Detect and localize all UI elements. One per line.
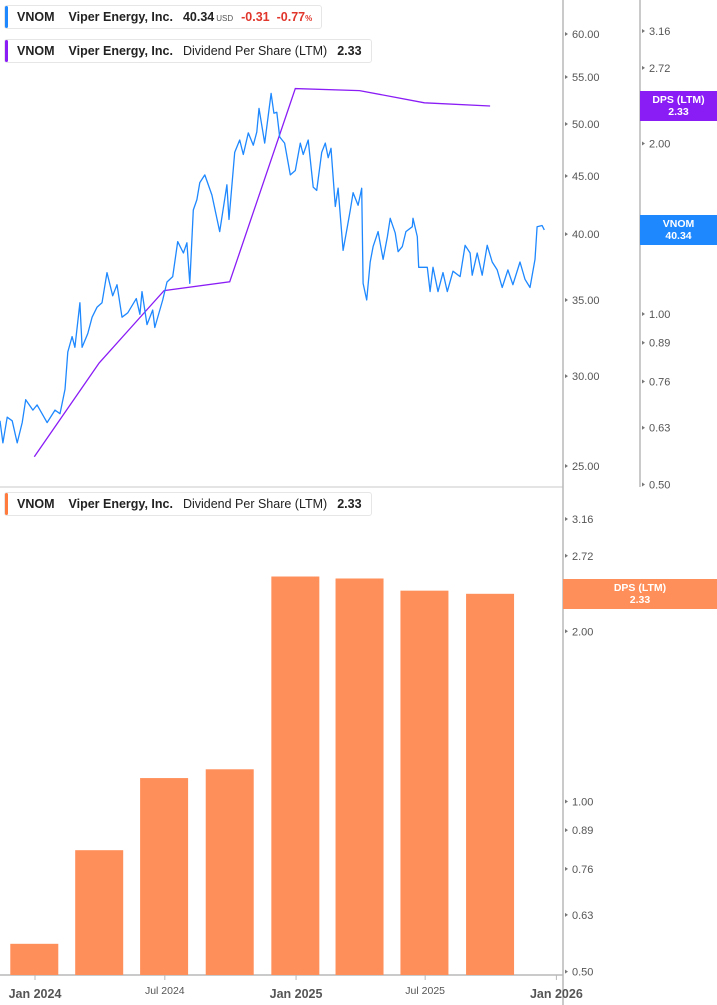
tick-mark <box>565 173 568 178</box>
tick-mark <box>565 969 568 974</box>
tick-mark <box>642 379 645 384</box>
dps-tick-label: 0.63 <box>572 910 593 922</box>
pct-sign: % <box>305 14 313 23</box>
dps-bottom-badge: DPS (LTM) 2.33 <box>563 578 717 609</box>
series-color-swatch <box>5 493 8 515</box>
tick-mark <box>565 121 568 126</box>
legend-symbol: VNOM <box>17 497 55 511</box>
dps-bar <box>271 576 320 975</box>
dps-tick-label: 0.63 <box>649 423 670 435</box>
price-badge: VNOM 40.34 <box>640 214 717 245</box>
dps-tick-label: 0.76 <box>649 377 670 389</box>
dps-tick-label: 1.00 <box>649 309 670 321</box>
dps-tick-label: 0.50 <box>572 967 593 979</box>
tick-mark <box>642 482 645 487</box>
tick-mark <box>642 340 645 345</box>
x-tick-label: Jul 2024 <box>145 985 185 997</box>
legend-value: 2.33 <box>337 497 362 511</box>
legend-change-pct: -0.77% <box>277 10 313 24</box>
tick-mark <box>642 141 645 146</box>
legend-value: 2.33 <box>337 44 362 58</box>
dps-tick-label: 3.16 <box>649 26 670 38</box>
tick-mark <box>565 799 568 804</box>
tick-mark <box>642 425 645 430</box>
tick-mark <box>565 912 568 917</box>
tick-mark <box>565 464 568 469</box>
dps-tick-label: 3.16 <box>572 514 593 526</box>
legend-change: -0.31 <box>241 10 270 24</box>
tick-mark <box>565 297 568 302</box>
dps-bar <box>466 593 515 975</box>
dps-bar <box>75 850 124 975</box>
legend-company: Viper Energy, Inc. <box>68 10 173 24</box>
dps-bar <box>140 778 189 975</box>
tick-mark <box>565 866 568 871</box>
dps-tick-label: 2.00 <box>649 139 670 151</box>
dps-bar <box>10 943 59 975</box>
dps-tick-label: 2.72 <box>649 63 670 75</box>
tick-mark <box>565 232 568 237</box>
change-pct-value: -0.77 <box>276 10 306 24</box>
badge-value: 2.33 <box>668 105 689 118</box>
legend-symbol: VNOM <box>17 44 55 58</box>
dps-tick-label: 0.89 <box>649 338 670 350</box>
dps-line <box>33 87 491 458</box>
badge-label: DPS (LTM) <box>652 93 705 106</box>
price-tick-label: 45.00 <box>572 171 600 183</box>
badge-symbol: VNOM <box>662 217 695 230</box>
legend-metric: Dividend Per Share (LTM) <box>182 44 328 58</box>
tick-mark <box>642 312 645 317</box>
tick-mark <box>565 374 568 379</box>
legend-currency: USD <box>216 14 234 23</box>
x-tick-label: Jul 2025 <box>405 985 445 997</box>
price-line <box>0 92 545 444</box>
dps-tick-label: 0.76 <box>572 864 593 876</box>
badge-value: 40.34 <box>665 229 692 242</box>
price-tick-label: 25.00 <box>572 461 600 473</box>
x-tick-label: Jan 2024 <box>9 987 62 1001</box>
dps-bar <box>335 578 384 975</box>
dps-tick-label: 2.00 <box>572 626 593 638</box>
legend-dps-bottom[interactable]: VNOM Viper Energy, Inc. Dividend Per Sha… <box>4 492 372 516</box>
tick-mark <box>565 828 568 833</box>
tick-mark <box>565 74 568 79</box>
dps-bar <box>400 590 449 975</box>
series-color-swatch <box>5 6 8 28</box>
price-tick-label: 30.00 <box>572 371 600 383</box>
price-tick-label: 50.00 <box>572 119 600 131</box>
dps-tick-label: 0.50 <box>649 480 670 492</box>
legend-company: Viper Energy, Inc. <box>68 497 173 511</box>
price-tick-label: 60.00 <box>572 29 600 41</box>
tick-mark <box>565 553 568 558</box>
dps-bar <box>205 769 254 975</box>
legend-company: Viper Energy, Inc. <box>68 44 173 58</box>
series-color-swatch <box>5 40 8 62</box>
dps-tick-label: 0.89 <box>572 825 593 837</box>
legend-symbol: VNOM <box>17 10 55 24</box>
legend-metric: Dividend Per Share (LTM) <box>182 497 328 511</box>
badge-label: DPS (LTM) <box>613 581 667 594</box>
dps-top-badge: DPS (LTM) 2.33 <box>640 90 717 121</box>
tick-mark <box>642 65 645 70</box>
x-tick-label: Jan 2025 <box>270 987 323 1001</box>
legend-price-value: 40.34 <box>182 10 215 24</box>
badge-value: 2.33 <box>629 593 651 606</box>
tick-mark <box>565 517 568 521</box>
tick-mark <box>565 629 568 634</box>
dps-tick-label: 2.72 <box>572 551 593 563</box>
price-tick-label: 55.00 <box>572 72 600 84</box>
price-tick-label: 35.00 <box>572 295 600 307</box>
legend-price[interactable]: VNOM Viper Energy, Inc. 40.34 USD -0.31 … <box>4 5 323 29</box>
price-tick-label: 40.00 <box>572 229 600 241</box>
tick-mark <box>565 32 568 36</box>
dps-tick-label: 1.00 <box>572 796 593 808</box>
tick-mark <box>642 29 645 33</box>
x-tick-label: Jan 2026 <box>530 987 583 1001</box>
legend-dps-top[interactable]: VNOM Viper Energy, Inc. Dividend Per Sha… <box>4 39 372 63</box>
